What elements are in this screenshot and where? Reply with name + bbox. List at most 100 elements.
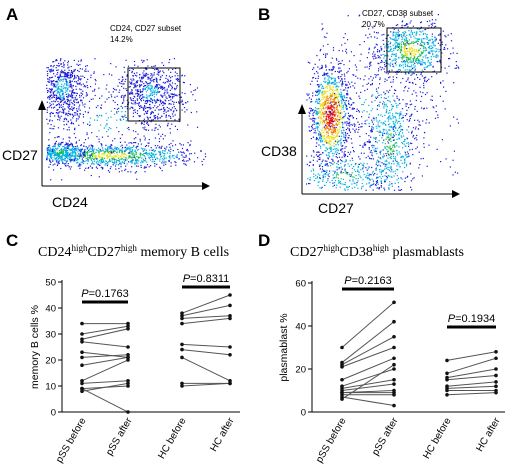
pair-line (341, 357, 395, 381)
data-point-before (445, 358, 449, 363)
data-point-before (80, 381, 84, 386)
y-tick-label: 60 (295, 279, 306, 290)
y-tick-label: 20 (295, 365, 306, 376)
data-point-after (126, 324, 130, 329)
pair-line (341, 379, 395, 389)
data-point-after (392, 403, 396, 408)
pair-line (181, 382, 231, 387)
data-point-after (126, 327, 130, 331)
x-axis-arrow-b (452, 190, 460, 198)
data-point-before (80, 337, 84, 342)
panel-letter-a: A (6, 5, 18, 24)
y-tick-label: 40 (295, 322, 306, 333)
pair-line (341, 321, 395, 363)
data-point-before (445, 388, 449, 393)
data-point-before (340, 397, 344, 401)
pair-line (181, 315, 231, 319)
data-point-after (228, 353, 232, 357)
title-d-sup2: high (373, 243, 390, 253)
data-point-after (494, 367, 498, 371)
pair-line (181, 356, 231, 382)
data-point-after (392, 300, 396, 305)
data-point-after (494, 390, 498, 395)
pair-line (81, 351, 129, 358)
data-point-before (340, 365, 344, 369)
data-point-after (494, 384, 498, 389)
y-tick-label: 30 (45, 330, 56, 341)
y-tick-label: 50 (45, 278, 56, 289)
gate-label-a: CD24, CD27 subset (110, 24, 182, 33)
y-axis-title-a: CD27 (2, 147, 38, 163)
data-point-before (80, 389, 84, 394)
data-point-before (180, 347, 184, 352)
data-point-before (445, 393, 449, 397)
data-point-after (494, 380, 498, 384)
data-point-after (126, 345, 130, 349)
pair-line (181, 343, 231, 348)
title-d-sup1: high (323, 243, 340, 253)
title-c-rest: memory B cells (137, 245, 229, 260)
pair-line (341, 368, 395, 387)
flow-plot-a: CD24, CD27 subset 14.2% CD27 CD24 (2, 24, 210, 210)
data-point-before (340, 377, 344, 382)
pair-line (341, 364, 395, 400)
panel-letter-b: B (258, 5, 270, 24)
y-tick-label: 0 (51, 408, 56, 419)
data-point-after (392, 377, 396, 382)
title-c-marker2: CD27 (87, 245, 120, 260)
x-axis-title-a: CD24 (52, 194, 88, 210)
data-point-after (494, 356, 498, 361)
p-value-label: P=0.8311 (183, 273, 230, 285)
panel-title-d: CD27highCD38high plasmablasts (290, 243, 464, 260)
p-value-label: P=0.1763 (81, 288, 128, 300)
data-point-after (126, 358, 130, 362)
gate-percent-b: 20.7% (362, 20, 385, 29)
gate-box-b (386, 27, 442, 73)
pair-line (341, 383, 395, 391)
data-point-after (126, 384, 130, 388)
data-point-after (494, 373, 498, 378)
y-axis-label: plasmablast % (278, 313, 290, 381)
chart-c: 0 10 20 30 40 50 memory B cells % pSS before pSS… (29, 273, 240, 465)
data-point-after (392, 319, 396, 324)
data-point-before (80, 355, 84, 360)
title-c-sup2: high (121, 243, 138, 253)
y-tick-label: 10 (45, 382, 56, 393)
pair-line (341, 301, 395, 348)
pair-line (81, 388, 129, 413)
data-point-before (180, 381, 184, 386)
gate-box-a (127, 67, 181, 122)
data-point-before (445, 371, 449, 376)
data-point-after (392, 362, 396, 367)
pair-line (181, 317, 231, 325)
data-point-after (392, 367, 396, 371)
density-dots-b (306, 14, 460, 191)
data-point-after (126, 379, 130, 383)
data-point-after (126, 410, 130, 414)
data-point-before (340, 345, 344, 350)
category-label: HC after (208, 415, 236, 453)
title-c-marker1: CD24 (38, 245, 71, 260)
y-tick-label: 0 (301, 408, 306, 419)
pair-line (446, 374, 497, 381)
pair-line (446, 392, 497, 396)
data-point-before (445, 377, 449, 382)
category-label: pSS before (314, 416, 349, 465)
data-point-after (392, 334, 396, 339)
pair-line (446, 368, 497, 379)
data-point-after (392, 356, 396, 361)
y-tick-label: 40 (45, 304, 56, 315)
pair-line (181, 304, 231, 317)
category-label: pSS after (104, 415, 135, 457)
category-label: pSS after (370, 415, 401, 457)
pair-line (81, 380, 129, 384)
title-d-marker1: CD27 (290, 245, 323, 260)
title-c-sup1: high (71, 243, 88, 253)
title-d-rest: plasmablasts (389, 245, 464, 260)
data-point-before (180, 355, 184, 360)
title-d-marker2: CD38 (339, 245, 372, 260)
data-point-after (392, 382, 396, 386)
panel-letter-d: D (258, 231, 270, 250)
data-point-after (228, 293, 232, 297)
data-point-after (494, 350, 498, 354)
